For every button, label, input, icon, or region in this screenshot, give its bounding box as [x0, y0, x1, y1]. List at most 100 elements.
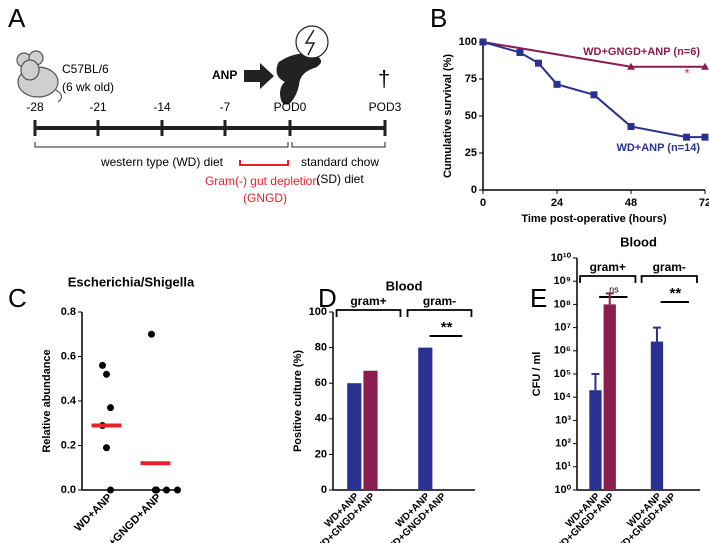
y-tick-label: 20	[315, 448, 327, 460]
y-tick-label: 100	[459, 36, 477, 48]
y-tick-label: 0	[321, 484, 327, 496]
y-tick-label: 0	[471, 184, 477, 196]
group-label: gram-	[423, 294, 456, 308]
marker	[553, 80, 561, 88]
phase-sublabel: (SD) diet	[316, 172, 364, 186]
bar	[650, 341, 664, 490]
x-tick-label: WD+GNGD+ANP	[614, 491, 678, 543]
point	[148, 330, 155, 338]
phase-sublabel: (GNGD)	[243, 191, 287, 205]
x-axis-label: Time post-operative (hours)	[521, 213, 667, 225]
y-axis-label: Positive culture (%)	[292, 350, 304, 452]
point	[107, 404, 114, 412]
marker	[535, 59, 542, 67]
panel-letter: A	[8, 3, 26, 33]
bar	[589, 390, 602, 490]
phase-bracket	[239, 160, 289, 166]
group-bracket	[406, 309, 473, 317]
y-tick-label: 50	[465, 110, 477, 122]
treatment-label: ANP	[212, 68, 237, 82]
timeline-tick-label: -14	[153, 100, 171, 114]
y-axis-label: Cumulative survival (%)	[442, 54, 454, 178]
phase-label: western type (WD) diet	[100, 155, 224, 169]
pancreas-icon	[275, 52, 322, 106]
strain-label: C57BL/6	[62, 62, 109, 76]
x-tick-label: WD+ANP	[72, 492, 114, 534]
chart-title: Blood	[620, 234, 657, 249]
y-tick-label: 25	[465, 147, 477, 159]
marker	[590, 91, 598, 99]
y-tick-label: 10⁶	[554, 345, 571, 357]
timeline-tick-label: -7	[220, 100, 231, 114]
chart-title: Escherichia/Shigella	[68, 274, 195, 289]
x-tick-label: 0	[480, 197, 486, 209]
annotation: ns	[609, 284, 619, 294]
y-tick-label: 10²	[555, 438, 571, 450]
y-tick-label: 10¹	[555, 461, 571, 473]
y-tick-label: 0.8	[61, 306, 76, 318]
timeline-ticks: -28 -21 -14 -7 POD0 POD3	[26, 100, 402, 136]
group-label: gram+	[590, 260, 626, 274]
y-tick-label: 10⁷	[554, 322, 571, 334]
y-tick-label: 0.2	[61, 439, 76, 451]
phase-bracket	[291, 142, 386, 148]
y-tick-label: 0.6	[61, 350, 76, 362]
marker	[516, 49, 524, 57]
y-tick-label: 10³	[555, 414, 571, 426]
y-tick-label: 10¹⁰	[551, 252, 572, 264]
y-tick-label: 0.4	[61, 395, 77, 407]
marker	[627, 62, 635, 70]
panel-letter: B	[430, 3, 447, 33]
y-tick-label: 80	[315, 342, 327, 354]
point	[163, 486, 170, 494]
group-bracket	[579, 275, 637, 283]
point	[103, 444, 110, 452]
phase-label: standard chow	[301, 155, 379, 169]
error-bar	[652, 326, 661, 342]
x-tick-label: 24	[551, 197, 564, 209]
stress-bubble	[295, 25, 329, 59]
y-tick-label: 75	[465, 73, 477, 85]
point	[107, 486, 114, 494]
annotation: *	[684, 65, 689, 80]
point	[152, 486, 159, 494]
y-tick-label: 60	[315, 377, 327, 389]
marker	[683, 133, 690, 141]
bar	[603, 304, 616, 490]
error-bar	[605, 292, 614, 305]
y-tick-label: 10⁰	[554, 484, 571, 496]
age-label: (6 wk old)	[62, 80, 114, 94]
timeline-tick-label: POD0	[274, 100, 307, 114]
arrow	[244, 63, 274, 89]
annotation: **	[670, 285, 682, 302]
series-label: WD+GNGD+ANP (n=6)	[583, 46, 700, 58]
point	[99, 361, 106, 369]
death-marker: †	[378, 66, 390, 91]
y-tick-label: 10⁹	[554, 275, 571, 287]
lightning-icon	[304, 29, 316, 56]
panel-letter: C	[8, 283, 27, 313]
annotation: **	[441, 319, 453, 336]
x-tick-label: 72	[699, 197, 709, 209]
x-tick-label: WD+GNGD+ANP	[553, 491, 617, 543]
panel-letter: E	[530, 283, 547, 313]
phase-label: Gram(-) gut depletion	[205, 174, 319, 188]
marker	[627, 123, 635, 131]
group-label: gram-	[653, 260, 686, 274]
panel-letter: D	[318, 283, 337, 313]
y-tick-label: 100	[309, 306, 327, 318]
marker	[701, 62, 709, 70]
chart-title: Blood	[386, 278, 423, 293]
group-bracket	[640, 275, 698, 283]
x-tick-label: 48	[625, 197, 637, 209]
y-tick-label: 10⁴	[553, 391, 571, 403]
y-tick-label: 40	[315, 413, 327, 425]
y-tick-label: 0.0	[61, 484, 76, 496]
phase-bracket	[34, 142, 289, 148]
marker	[479, 38, 487, 46]
y-axis-label: CFU / ml	[531, 352, 543, 397]
group-label: gram+	[350, 294, 386, 308]
marker	[701, 133, 709, 141]
y-tick-label: 10⁸	[554, 298, 571, 310]
